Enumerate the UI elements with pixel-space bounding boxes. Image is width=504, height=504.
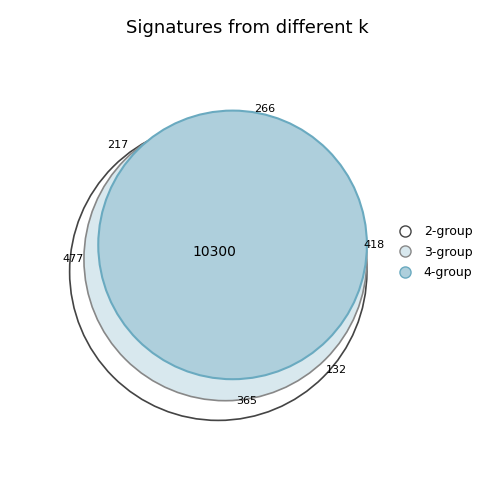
Text: 266: 266 xyxy=(254,104,275,114)
Circle shape xyxy=(98,110,367,379)
Text: 10300: 10300 xyxy=(193,245,236,259)
Text: 418: 418 xyxy=(363,240,385,250)
Title: Signatures from different k: Signatures from different k xyxy=(125,19,368,37)
Circle shape xyxy=(84,118,367,401)
Text: 217: 217 xyxy=(107,140,129,150)
Legend: 2-group, 3-group, 4-group: 2-group, 3-group, 4-group xyxy=(388,220,477,284)
Text: 477: 477 xyxy=(62,254,84,264)
Text: 365: 365 xyxy=(236,396,258,406)
Text: 132: 132 xyxy=(326,365,347,375)
